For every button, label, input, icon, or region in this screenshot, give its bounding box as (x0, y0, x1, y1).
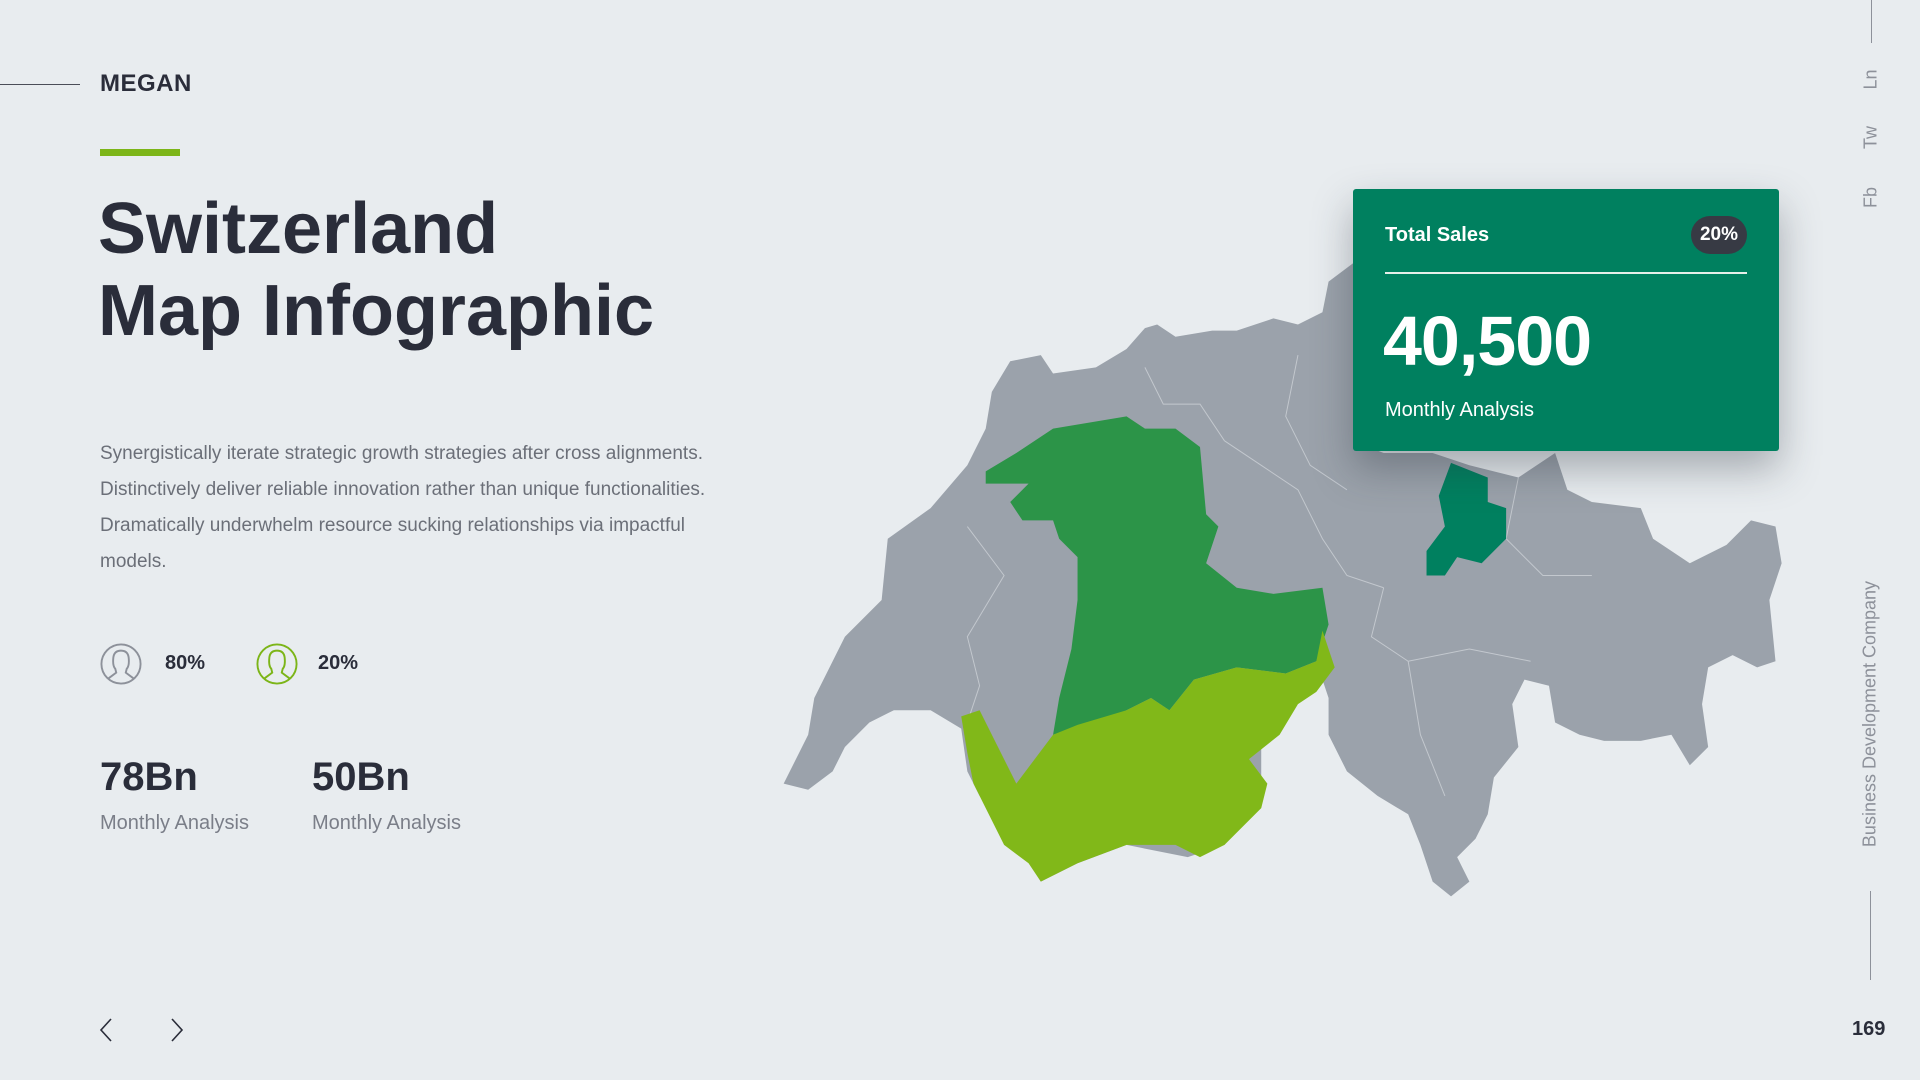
social-facebook[interactable]: Fb (1860, 187, 1881, 209)
social-linkedin[interactable]: Ln (1860, 69, 1881, 90)
total-sales-card: Total Sales 20% 40,500 Monthly Analysis (1353, 189, 1779, 451)
region-glarus[interactable] (1426, 462, 1507, 576)
stat-label-2: Monthly Analysis (312, 812, 461, 834)
page-title: Switzerland Map Infographic (98, 188, 654, 352)
stat-value-1: 78Bn (100, 755, 198, 799)
card-divider (1385, 272, 1747, 274)
title-line-2: Map Infographic (98, 271, 654, 351)
chevron-left-icon[interactable] (95, 1016, 119, 1044)
map-country-outline (783, 263, 1782, 897)
card-label: Monthly Analysis (1385, 399, 1534, 421)
header-line (0, 84, 80, 85)
demographic-value-2: 20% (318, 652, 359, 674)
stat-label-1: Monthly Analysis (100, 812, 249, 834)
right-top-line (1871, 0, 1872, 43)
stat-value-2: 50Bn (312, 755, 410, 799)
user-icon (256, 643, 298, 685)
demographic-value-1: 80% (165, 652, 206, 674)
card-value: 40,500 (1383, 302, 1592, 380)
brand-name: MEGAN (100, 70, 192, 97)
region-valais[interactable] (961, 630, 1335, 882)
region-bern[interactable] (985, 416, 1329, 735)
title-line-1: Switzerland (98, 189, 499, 269)
accent-bar (100, 149, 180, 156)
page-number: 169 (1852, 1018, 1886, 1040)
right-bottom-line (1870, 891, 1871, 980)
chevron-right-icon[interactable] (164, 1016, 188, 1044)
user-icon (100, 643, 142, 685)
description: Synergistically iterate strategic growth… (100, 443, 706, 572)
company-name: Business Development Company (1859, 580, 1880, 848)
card-badge: 20% (1690, 216, 1747, 254)
social-twitter[interactable]: Tw (1860, 126, 1881, 150)
card-title: Total Sales (1385, 224, 1490, 246)
canton-borders (966, 355, 1592, 797)
